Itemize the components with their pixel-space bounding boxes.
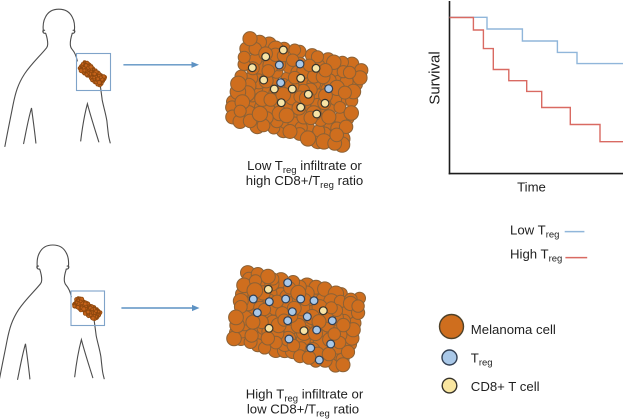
svg-text:Melanoma cell: Melanoma cell bbox=[471, 322, 556, 337]
svg-text:high CD8+/Treg​ ratio: high CD8+/Treg​ ratio bbox=[246, 173, 363, 191]
svg-text:Survival: Survival bbox=[427, 51, 444, 104]
svg-text:High Treg​ infiltrate or: High Treg​ infiltrate or bbox=[246, 387, 364, 405]
svg-text:Time: Time bbox=[517, 180, 546, 195]
svg-text:Low Treg​ infiltrate or: Low Treg​ infiltrate or bbox=[247, 158, 362, 176]
svg-text:CD8+ T cell: CD8+ T cell bbox=[471, 379, 540, 394]
svg-text:low CD8+/Treg​ ratio: low CD8+/Treg​ ratio bbox=[247, 402, 359, 420]
